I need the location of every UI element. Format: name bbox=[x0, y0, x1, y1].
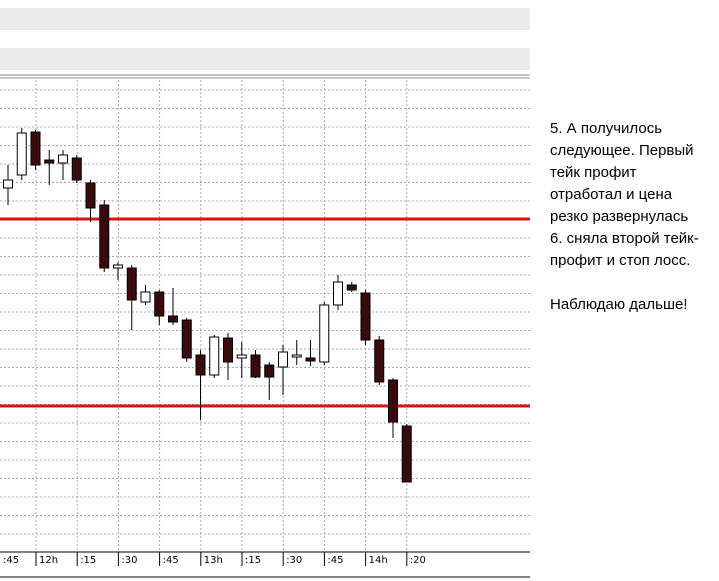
note-line: 5. А получилось bbox=[550, 120, 663, 137]
candle-body bbox=[291, 354, 302, 358]
candle-body bbox=[168, 315, 178, 323]
candle-body bbox=[223, 337, 233, 363]
candle-body bbox=[236, 354, 247, 359]
x-tick-label: :30 bbox=[121, 555, 137, 566]
note-line: 6. сняла второй тейк- bbox=[550, 230, 699, 247]
paragraph: 5. А получилось следующее. Первый тейк про… bbox=[550, 118, 699, 272]
x-tick-label: 12h bbox=[39, 555, 58, 566]
candle-body bbox=[333, 281, 343, 306]
candle-body bbox=[154, 291, 165, 317]
x-tick-label: :30 bbox=[286, 555, 302, 566]
candle-body bbox=[58, 154, 68, 164]
candle-body bbox=[209, 336, 220, 376]
note-line: резко развернулась bbox=[550, 208, 689, 225]
note-line: следующее. Первый bbox=[550, 142, 694, 159]
candle-body bbox=[3, 179, 13, 189]
toolbar bbox=[0, 8, 530, 30]
candle-body bbox=[16, 132, 27, 176]
candle-body bbox=[113, 264, 123, 269]
candle-body bbox=[126, 267, 137, 301]
candle-body bbox=[401, 425, 412, 483]
candle-body bbox=[140, 291, 151, 303]
note-line: профит и стоп лосс. bbox=[550, 252, 691, 269]
candle-body bbox=[360, 292, 371, 341]
candle-body bbox=[264, 364, 275, 378]
candle-body bbox=[71, 157, 82, 181]
x-tick-label: :20 bbox=[410, 555, 426, 566]
x-tick-label: :15 bbox=[80, 555, 96, 566]
x-tick-label: :45 bbox=[327, 555, 343, 566]
toolbar bbox=[0, 48, 530, 70]
candle-body bbox=[305, 357, 316, 362]
candle-body bbox=[250, 354, 261, 378]
candle-body bbox=[278, 351, 288, 368]
paragraph: Наблюдаю дальше! bbox=[550, 294, 699, 316]
note-line: Наблюдаю дальше! bbox=[550, 296, 688, 313]
note-line: отработал и цена bbox=[550, 186, 673, 203]
candle-body bbox=[374, 339, 385, 383]
candle-body bbox=[85, 182, 96, 209]
candle-body bbox=[181, 319, 192, 359]
x-tick-label: 13h bbox=[204, 555, 223, 566]
candle-body bbox=[30, 131, 41, 166]
candle-body bbox=[44, 159, 55, 164]
x-tick-label: :15 bbox=[245, 555, 261, 566]
candle-body bbox=[99, 204, 110, 269]
candle-body bbox=[319, 304, 330, 363]
note: 5. А получилось следующее. Первый тейк про… bbox=[550, 118, 699, 338]
candle-body bbox=[346, 284, 357, 291]
note-line: тейк профит bbox=[550, 164, 637, 181]
candle-body bbox=[388, 379, 398, 423]
x-tick-label: 14h bbox=[369, 555, 388, 566]
x-tick-label: :45 bbox=[3, 555, 19, 566]
x-tick-label: :45 bbox=[163, 555, 179, 566]
candle-body bbox=[195, 354, 206, 376]
